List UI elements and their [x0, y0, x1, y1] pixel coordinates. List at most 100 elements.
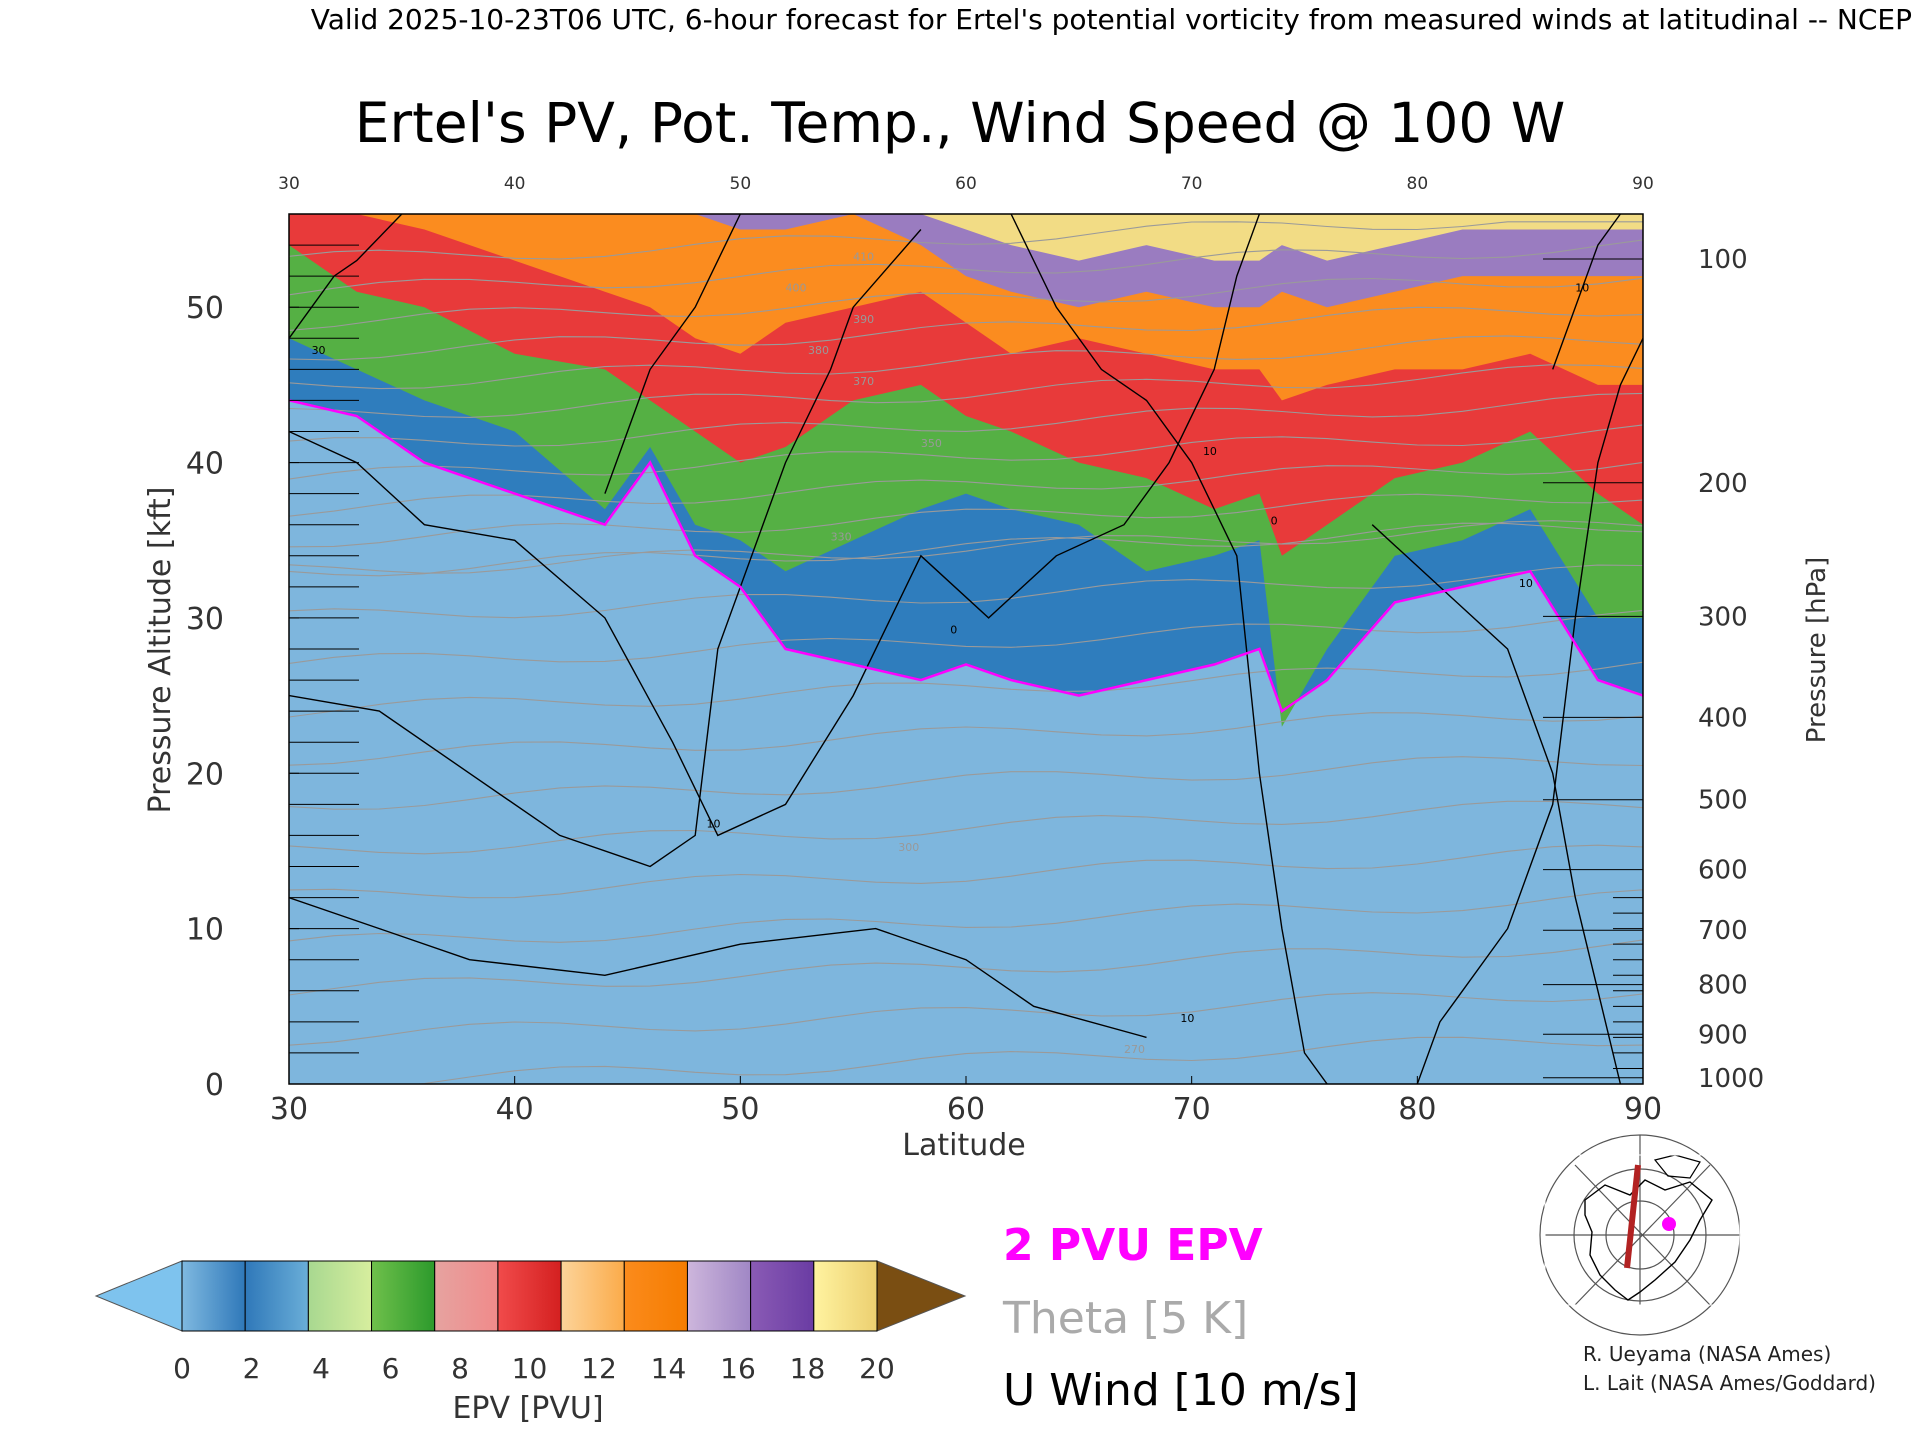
- legend-pv2: 2 PVU EPV: [1003, 1220, 1263, 1271]
- theta-line: [289, 712, 1643, 766]
- pressure-tick-label: 700: [1698, 916, 1748, 946]
- colorbar-over-arrow: [876, 1260, 967, 1332]
- top-tick-label: 60: [955, 174, 977, 194]
- continent-outline: [1584, 1179, 1713, 1301]
- pv2-contour: [289, 399, 1643, 714]
- wind-contour-line: [1010, 214, 1328, 1084]
- wind-contour-line: [604, 214, 741, 494]
- colorbar-tick-label: 10: [512, 1352, 548, 1385]
- colorbar-tick-label: 16: [720, 1352, 756, 1385]
- y-tick-label: 30: [186, 602, 224, 637]
- legend-theta: Theta [5 K]: [1002, 1293, 1248, 1344]
- pressure-tick-label: 300: [1698, 602, 1748, 632]
- theta-line: [414, 1036, 1643, 1084]
- wind-label: 10: [1519, 577, 1533, 590]
- theta-line: [289, 493, 1643, 548]
- top-tick-label: 80: [1407, 174, 1429, 194]
- pressure-tick-label: 400: [1698, 703, 1748, 733]
- wind-label: 10: [1203, 445, 1217, 458]
- location-marker: [1662, 1217, 1676, 1231]
- colorbar-segment: [750, 1260, 815, 1332]
- wind-label: 30: [312, 344, 326, 357]
- pressure-tick-label: 200: [1698, 469, 1748, 499]
- pressure-tick-label: 100: [1698, 245, 1748, 275]
- colorbar-segment: [686, 1260, 752, 1332]
- y-tick-label: 40: [186, 447, 224, 482]
- wind-contour-line: [1371, 524, 1622, 1084]
- wind-contour-line: [1552, 214, 1621, 370]
- colorbar-segment: [181, 1260, 246, 1332]
- top-tick-label: 90: [1632, 174, 1654, 194]
- theta-line: [289, 277, 1643, 331]
- theta-label: 380: [808, 344, 829, 357]
- top-tick-label: 50: [730, 174, 752, 194]
- theta-label: 300: [898, 841, 919, 854]
- legend: 2 PVU EPV Theta [5 K] U Wind [10 m/s]: [1002, 1220, 1359, 1416]
- colorbar-segment: [623, 1260, 688, 1332]
- theta-label: 370: [853, 375, 874, 388]
- top-tick-label: 30: [278, 174, 300, 194]
- colorbar-segment: [307, 1260, 373, 1332]
- wind-label: 10: [1575, 282, 1589, 295]
- colorbar-tick-label: 20: [859, 1352, 895, 1385]
- wind-contour-line: [1416, 337, 1643, 1084]
- x-tick-label: 40: [496, 1092, 534, 1127]
- header-text: Valid 2025-10-23T06 UTC, 6-hour forecast…: [311, 3, 1912, 36]
- x-tick-label: 90: [1624, 1092, 1662, 1127]
- colorbar-tick-label: 8: [451, 1352, 469, 1385]
- colorbar-tick-label: 12: [581, 1352, 617, 1385]
- theta-line: [289, 756, 1643, 810]
- x-tick-label: 70: [1173, 1092, 1211, 1127]
- top-tick-label: 40: [504, 174, 526, 194]
- top-tick-label: 70: [1181, 174, 1203, 194]
- theta-line: [289, 335, 1643, 390]
- theta-line: [289, 800, 1643, 855]
- wind-label: 10: [1180, 1012, 1194, 1025]
- wind-contours: 10 0 10 0 10 10 30 10: [289, 214, 1643, 1084]
- theta-line: [289, 424, 1643, 480]
- pressure-tick-label: 500: [1698, 786, 1748, 816]
- theta-line: [289, 992, 1643, 1046]
- theta-line: [289, 239, 1643, 296]
- colorbar-segment: [497, 1260, 562, 1332]
- colorbar-under-arrow: [94, 1260, 183, 1332]
- epv-colorbar: 0 2 4 6 8 10 12 14 16 18 20: [94, 1260, 967, 1385]
- theta-line: [289, 564, 1643, 619]
- wind-contour-line: [289, 229, 922, 868]
- colorbar-segment: [560, 1260, 625, 1332]
- theta-line: [289, 609, 1643, 664]
- colorbar-segment: [813, 1260, 878, 1332]
- y-tick-label: 10: [186, 913, 224, 948]
- theta-line: [289, 522, 1643, 577]
- colorbar-tick-label: 14: [651, 1352, 687, 1385]
- pressure-tick-label: 800: [1698, 971, 1748, 1001]
- y-tick-label: 20: [186, 757, 224, 792]
- pressure-tick-label: 600: [1698, 856, 1748, 886]
- colorbar-segment: [434, 1260, 499, 1332]
- y-axis-label: Pressure Altitude [kft]: [143, 487, 178, 814]
- wind-label: 0: [950, 623, 957, 636]
- theta-line: [289, 392, 1643, 447]
- theta-line: [289, 844, 1643, 899]
- theta-line: [289, 889, 1643, 943]
- wind-label: 0: [1271, 515, 1278, 528]
- colorbar-label: EPV [PVU]: [452, 1391, 603, 1426]
- colorbar-tick-label: 6: [382, 1352, 400, 1385]
- pressure-tick-label: 1000: [1698, 1064, 1764, 1094]
- legend-wind: U Wind [10 m/s]: [1003, 1365, 1359, 1416]
- pressure-axis-label: Pressure [hPa]: [1802, 557, 1832, 744]
- x-tick-label: 30: [270, 1092, 308, 1127]
- wind-contour-line: [289, 896, 1147, 1039]
- wind-label: 10: [706, 818, 720, 831]
- theta-label: 390: [853, 313, 874, 326]
- x-axis-label: Latitude: [902, 1128, 1025, 1163]
- theta-line: [289, 306, 1643, 361]
- theta-line: [289, 461, 1643, 517]
- pressure-tick-label: 900: [1698, 1020, 1748, 1050]
- theta-label: 350: [921, 437, 942, 450]
- x-tick-label: 60: [947, 1092, 985, 1127]
- theta-label: 400: [785, 282, 806, 295]
- cross-section-line: [1624, 1164, 1641, 1269]
